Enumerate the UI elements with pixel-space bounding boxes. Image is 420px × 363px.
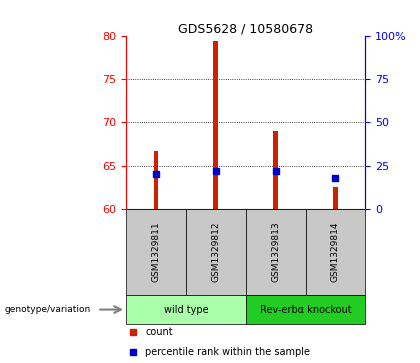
Text: count: count <box>145 327 173 337</box>
Bar <box>154 151 158 209</box>
FancyBboxPatch shape <box>186 209 246 295</box>
FancyBboxPatch shape <box>306 209 365 295</box>
Text: GSM1329813: GSM1329813 <box>271 221 280 282</box>
Text: wild type: wild type <box>163 305 208 315</box>
Text: percentile rank within the sample: percentile rank within the sample <box>145 347 310 357</box>
Bar <box>213 41 218 209</box>
Text: GSM1329814: GSM1329814 <box>331 221 340 282</box>
Bar <box>333 187 338 209</box>
FancyBboxPatch shape <box>246 295 365 325</box>
Text: GSM1329811: GSM1329811 <box>152 221 160 282</box>
Text: genotype/variation: genotype/variation <box>4 305 90 314</box>
Text: GSM1329812: GSM1329812 <box>211 221 220 282</box>
FancyBboxPatch shape <box>246 209 306 295</box>
FancyBboxPatch shape <box>126 209 186 295</box>
Bar <box>273 131 278 209</box>
FancyBboxPatch shape <box>126 295 246 325</box>
Text: Rev-erbα knockout: Rev-erbα knockout <box>260 305 352 315</box>
Title: GDS5628 / 10580678: GDS5628 / 10580678 <box>178 22 313 35</box>
